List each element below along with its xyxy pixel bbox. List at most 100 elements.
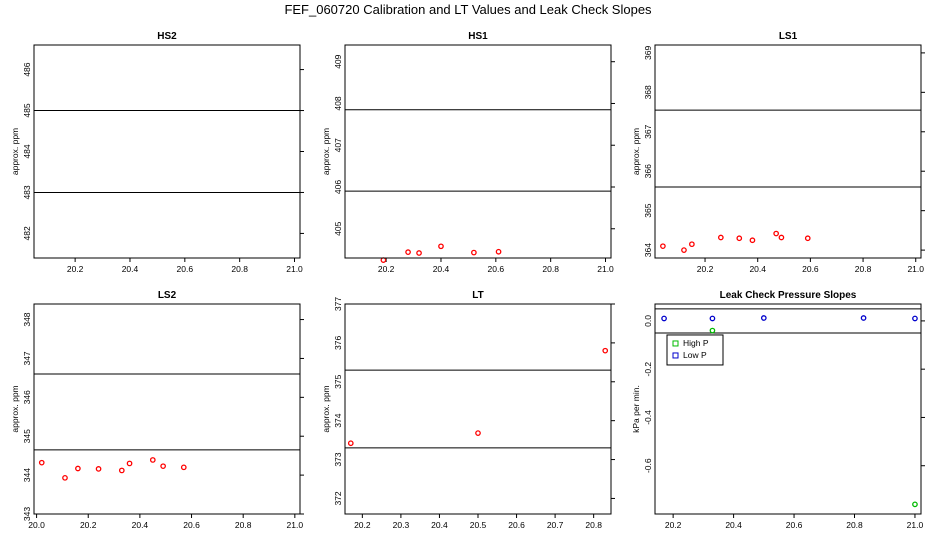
x-tick-label-lt-2: 20.4 (431, 520, 448, 530)
x-tick-label-ls1-0: 20.2 (697, 264, 714, 274)
x-tick-label-lt-3: 20.5 (470, 520, 487, 530)
panel-ls1: LS1 20.2 20.4 20.6 20.8 21.0 364 365 366 367 368 36… (631, 31, 925, 274)
x-tick-label-hs2-3: 20.8 (231, 264, 248, 274)
y-tick-label-leak-check-pressure-slopes-2: -0.4 (643, 410, 653, 425)
y-tick-label-lt-5: 377 (333, 297, 343, 311)
data-point-ls2-pt-5 (126, 460, 133, 467)
x-tick-label-ls1-2: 20.6 (802, 264, 819, 274)
data-point-lt-pt-0 (347, 440, 354, 447)
x-tick-label-leak-check-pressure-slopes-0: 20.2 (665, 520, 682, 530)
x-tick-label-lt-1: 20.3 (393, 520, 410, 530)
legend-marker-high-p (672, 340, 679, 347)
data-point-ls2-pt-4 (118, 467, 125, 474)
data-point-leak-check-pressure-slopes-low-p-4 (912, 315, 918, 322)
data-point-ls2-pt-0 (38, 459, 45, 466)
data-point-hs1-pt-5 (495, 248, 502, 255)
data-point-ls1-pt-7 (778, 234, 785, 241)
x-tick-label-leak-check-pressure-slopes-1: 20.4 (725, 520, 742, 530)
y-tick-label-ls2-0: 343 (22, 507, 32, 521)
data-point-ls2-pt-6 (149, 457, 156, 463)
x-tick-label-hs1-0: 20.2 (378, 264, 395, 274)
plot-frame-ls2 (33, 303, 301, 515)
y-tick-label-ls1-2: 366 (643, 164, 653, 178)
data-point-ls1-pt-6 (773, 230, 779, 237)
x-tick-label-hs2-0: 20.2 (67, 264, 84, 274)
x-tick-label-ls2-2: 20.4 (132, 520, 149, 530)
y-tick-label-hs1-1: 406 (333, 180, 343, 194)
panel-hs1: HS1 20.2 20.4 20.6 20.8 21.0 405 406 407 408 409 ap… (321, 31, 615, 274)
data-point-ls1-pt-5 (749, 237, 756, 244)
y-axis-label-ls2: approx. ppm (10, 385, 20, 432)
y-tick-label-ls2-1: 344 (22, 468, 32, 482)
y-tick-label-ls1-1: 365 (643, 203, 653, 217)
x-tick-label-ls1-1: 20.4 (749, 264, 766, 274)
x-tick-label-hs2-2: 20.6 (177, 264, 194, 274)
y-tick-label-leak-check-pressure-slopes-0: 0.0 (643, 315, 653, 327)
panel-title-ls2: LS2 (158, 290, 177, 301)
x-tick-label-ls2-3: 20.6 (183, 520, 200, 530)
x-tick-label-lt-0: 20.2 (354, 520, 371, 530)
chart-panels: HS2 20.2 20.4 20.6 20.8 21.0 482 483 484 485 486 ap… (10, 31, 925, 530)
x-tick-label-hs1-3: 20.8 (542, 264, 559, 274)
legend-label-high-p: High P (683, 338, 709, 348)
data-point-hs1-pt-0 (380, 257, 387, 263)
y-tick-label-hs2-4: 486 (22, 62, 32, 76)
data-point-hs1-pt-2 (416, 250, 422, 256)
data-point-ls2-pt-3 (95, 466, 102, 472)
y-tick-label-hs1-4: 409 (333, 54, 343, 68)
data-point-leak-check-pressure-slopes-high-p-0 (709, 327, 716, 334)
legend: High P Low P (666, 334, 724, 366)
data-point-leak-check-pressure-slopes-low-p-0 (661, 315, 667, 322)
panel-title-lt: LT (472, 290, 483, 301)
plot-frame-lt (344, 303, 612, 515)
data-point-ls2-pt-7 (160, 463, 166, 470)
data-point-hs1-pt-4 (471, 249, 477, 256)
panel-lt: LT 20.2 20.3 20.4 20.5 20.6 20.7 20.8 372 373 374 3… (321, 290, 615, 530)
y-tick-label-lt-2: 374 (333, 413, 343, 427)
legend-box (666, 334, 724, 366)
y-tick-label-leak-check-pressure-slopes-3: -0.6 (643, 458, 653, 473)
x-tick-label-lt-5: 20.7 (547, 520, 564, 530)
y-tick-label-hs1-0: 405 (333, 221, 343, 235)
y-tick-label-hs2-3: 485 (22, 103, 32, 117)
y-tick-label-lt-1: 373 (333, 452, 343, 466)
plot-frame-ls1 (654, 44, 922, 259)
data-point-ls1-pt-2 (689, 241, 695, 248)
y-tick-label-lt-3: 375 (333, 374, 343, 388)
data-point-ls1-pt-3 (717, 234, 724, 241)
plot-frame-hs1 (344, 44, 612, 259)
data-point-leak-check-pressure-slopes-low-p-3 (860, 315, 867, 321)
data-point-ls1-pt-8 (804, 235, 811, 242)
plot-frame-hs2 (33, 44, 301, 259)
x-tick-label-leak-check-pressure-slopes-3: 20.8 (846, 520, 863, 530)
y-tick-label-lt-0: 372 (333, 491, 343, 505)
x-tick-label-leak-check-pressure-slopes-4: 21.0 (907, 520, 924, 530)
y-tick-label-ls1-5: 369 (643, 46, 653, 60)
x-tick-label-ls1-3: 20.8 (855, 264, 872, 274)
y-tick-label-lt-4: 376 (333, 336, 343, 350)
y-tick-label-hs2-1: 483 (22, 185, 32, 199)
plot-frame-leak-check-pressure-slopes (654, 303, 922, 515)
y-tick-label-ls2-3: 346 (22, 390, 32, 404)
data-point-lt-pt-2 (602, 347, 609, 354)
y-tick-label-leak-check-pressure-slopes-1: -0.2 (643, 362, 653, 377)
legend-label-low-p: Low P (683, 350, 707, 360)
x-tick-label-ls2-5: 21.0 (287, 520, 304, 530)
x-tick-label-hs2-4: 21.0 (286, 264, 303, 274)
y-axis-label-leak-check-pressure-slopes: kPa per min. (631, 385, 641, 433)
y-axis-label-lt: approx. ppm (321, 385, 331, 432)
x-tick-label-hs2-1: 20.4 (122, 264, 139, 274)
x-tick-label-ls2-1: 20.2 (80, 520, 97, 530)
x-tick-label-hs1-1: 20.4 (433, 264, 450, 274)
data-point-ls2-pt-1 (62, 474, 68, 481)
data-point-ls2-pt-8 (180, 464, 187, 471)
y-tick-label-ls1-3: 367 (643, 124, 653, 138)
x-tick-label-ls2-0: 20.0 (28, 520, 45, 530)
panel-ls2: LS2 20.0 20.2 20.4 20.6 20.8 21.0 343 344 345 346 3… (10, 290, 304, 530)
panel-title-leak-check-pressure-slopes: Leak Check Pressure Slopes (720, 290, 857, 301)
panel-title-ls1: LS1 (779, 31, 798, 42)
y-tick-label-hs1-3: 408 (333, 96, 343, 110)
y-tick-label-ls2-4: 347 (22, 351, 32, 365)
x-tick-label-lt-4: 20.6 (508, 520, 525, 530)
